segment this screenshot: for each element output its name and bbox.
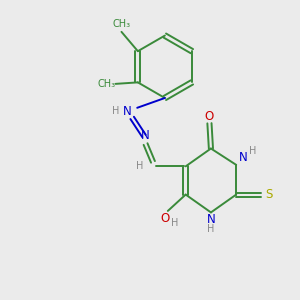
- Text: H: H: [171, 218, 178, 228]
- Text: H: H: [207, 224, 214, 234]
- Text: CH₃: CH₃: [98, 79, 116, 89]
- Text: N: N: [239, 151, 248, 164]
- Text: S: S: [265, 188, 273, 201]
- Text: H: H: [112, 106, 119, 116]
- Text: H: H: [249, 146, 256, 157]
- Text: O: O: [160, 212, 170, 225]
- Text: CH₃: CH₃: [112, 20, 130, 29]
- Text: N: N: [141, 129, 150, 142]
- Text: N: N: [123, 105, 131, 118]
- Text: O: O: [205, 110, 214, 123]
- Text: H: H: [136, 161, 143, 171]
- Text: N: N: [207, 213, 215, 226]
